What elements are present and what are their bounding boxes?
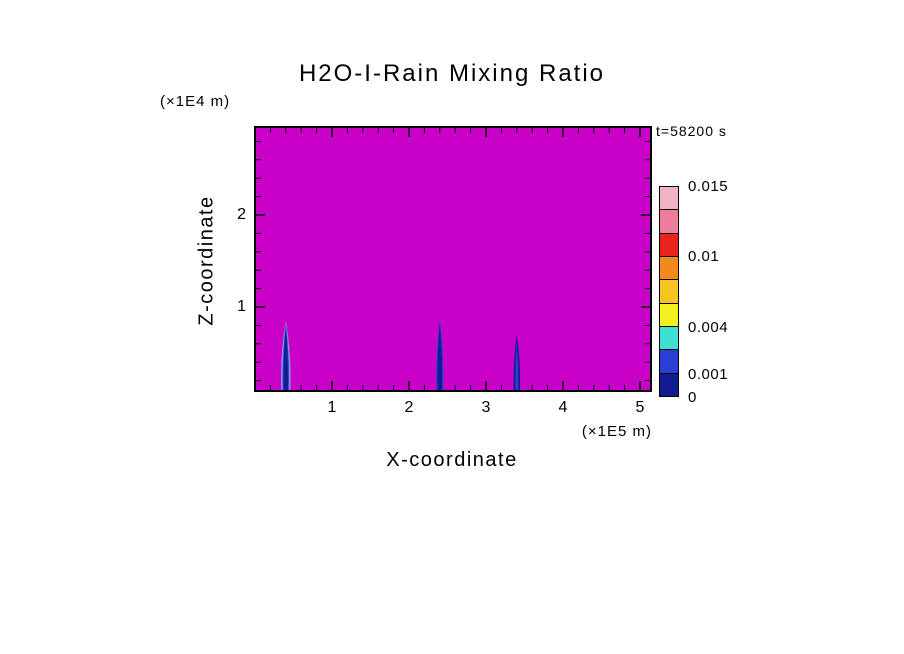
colorbar-segment [659, 232, 679, 257]
colorbar-segment [659, 325, 679, 351]
colorbar-segment [659, 302, 679, 327]
colorbar-segment [659, 372, 679, 397]
rain-plume [515, 342, 519, 390]
colorbar [659, 186, 679, 397]
rain-plume [283, 327, 288, 390]
heatmap-field [256, 128, 650, 390]
colorbar-segment [659, 209, 679, 234]
y-tick-label: 2 [237, 206, 246, 223]
x-axis-unit-label: (×1E5 m) [581, 423, 652, 440]
colorbar-label: 0 [688, 389, 697, 406]
colorbar-label: 0.01 [688, 248, 720, 266]
y-axis-title: Z-coordinate [195, 195, 218, 326]
colorbar-segment [659, 255, 679, 281]
plot-area [254, 126, 652, 392]
zero-field-background [256, 128, 650, 390]
y-tick-label: 1 [237, 298, 246, 315]
x-tick-label: 2 [404, 399, 414, 416]
chart-title: H2O-I-Rain Mixing Ratio [298, 60, 606, 87]
x-tick-label: 5 [635, 399, 645, 416]
colorbar-segment [659, 186, 679, 211]
x-tick-label: 4 [558, 399, 568, 416]
x-axis-title: X-coordinate [386, 449, 518, 471]
colorbar-label: 0.004 [688, 318, 729, 336]
colorbar-label: 0.015 [688, 178, 729, 195]
colorbar-segment [659, 349, 679, 374]
colorbar-label: 0.001 [688, 365, 729, 383]
rain-plume [437, 322, 443, 390]
colorbar-segment [659, 279, 679, 304]
time-annotation: t=58200 s [656, 123, 727, 139]
y-axis-unit-label: (×1E4 m) [160, 93, 231, 110]
x-tick-label: 1 [327, 399, 337, 416]
x-tick-label: 3 [481, 399, 491, 416]
